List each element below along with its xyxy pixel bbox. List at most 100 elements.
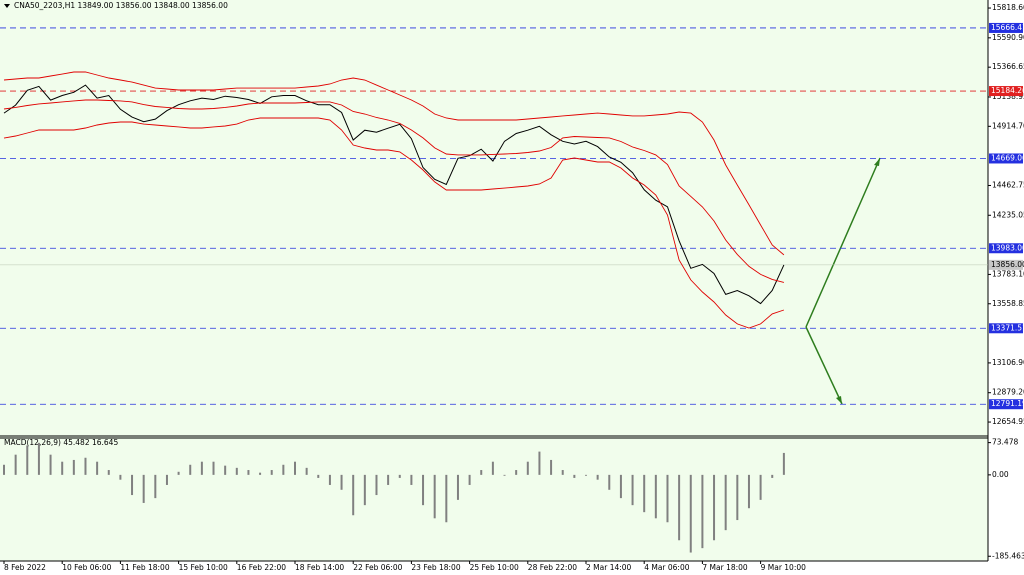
x-tick-label: 18 Feb 14:00 [295, 563, 344, 572]
macd-bar [200, 461, 203, 475]
macd-bar [445, 474, 448, 523]
x-tick-label: 23 Feb 18:00 [411, 563, 460, 572]
macd-bar [491, 461, 494, 475]
level-label: 15184.26 [991, 86, 1024, 95]
y-tick-label: 14235.05 [992, 210, 1024, 219]
macd-bar [503, 474, 506, 476]
arrows [805, 157, 881, 405]
macd-bar [340, 474, 343, 490]
macd-bar [14, 454, 17, 475]
x-tick-label: 25 Feb 10:00 [470, 563, 519, 572]
y-tick-label: -185.463 [992, 551, 1024, 560]
y-tick-label: 12654.95 [992, 417, 1024, 426]
level-label-bg [989, 399, 1023, 410]
macd-bar [165, 474, 168, 485]
macd-bar [468, 474, 471, 485]
y-tick-label: 13106.90 [992, 358, 1024, 367]
series-price [3, 84, 785, 305]
macd-bar [771, 474, 774, 478]
y-tick-label: 73.478 [992, 438, 1018, 447]
level-label: 15666.41 [991, 23, 1024, 32]
macd-bar [654, 474, 657, 519]
y-tick-label: 12879.20 [992, 388, 1024, 397]
macd-bar [747, 474, 750, 509]
macd-bar [643, 474, 646, 513]
macd-bar [235, 467, 238, 475]
arrow-down [805, 326, 843, 405]
macd-bar [189, 464, 192, 475]
macd-bar [26, 445, 29, 475]
arrow-head [874, 158, 880, 166]
x-tick-label: 7 Mar 18:00 [702, 563, 748, 572]
y-tick-label: 15818.60 [992, 3, 1024, 12]
macd-bar [375, 474, 378, 496]
macd-bar [515, 470, 518, 475]
macd-bar [363, 474, 366, 506]
macd-bar [142, 474, 145, 503]
menu-icon[interactable] [4, 4, 10, 8]
x-tick-label: 4 Mar 06:00 [644, 563, 690, 572]
macd-bar [561, 470, 564, 475]
macd-bar [410, 474, 413, 485]
y-tick-label: 13558.85 [992, 299, 1024, 308]
x-tick-label: 8 Feb 2022 [4, 563, 46, 572]
macd-bar [480, 470, 483, 475]
macd-bar [317, 474, 320, 478]
current-price-bg [989, 259, 1023, 270]
macd-bar [631, 474, 634, 506]
x-tick-label: 11 Feb 18:00 [120, 563, 169, 572]
y-tick-label: 14462.75 [992, 180, 1024, 189]
macd-bar [37, 442, 40, 475]
level-label: 13983.00 [991, 243, 1024, 252]
macd-bar [96, 461, 99, 475]
y-tick-label: 0.00 [992, 470, 1009, 479]
x-tick-label: 9 Mar 10:00 [761, 563, 807, 572]
plot-background [0, 0, 988, 561]
macd-bar [713, 474, 716, 541]
level-label-bg [989, 153, 1023, 164]
macd-bar [352, 474, 355, 516]
macd-bar [61, 461, 64, 475]
macd-bar [131, 474, 134, 496]
level-label: 12791.19 [991, 399, 1024, 408]
series-upper [3, 71, 785, 256]
x-tick-label: 10 Feb 06:00 [62, 563, 111, 572]
macd-bar [119, 474, 122, 480]
x-tick-label: 16 Feb 22:00 [237, 563, 286, 572]
macd-bar [294, 461, 296, 475]
level-label-bg [989, 22, 1023, 33]
y-tick-label: 15366.65 [992, 62, 1024, 71]
macd-bar [72, 459, 75, 475]
macd-bar [608, 474, 611, 490]
macd-bar [247, 470, 250, 475]
macd-bar [666, 474, 669, 523]
macd-bar [3, 464, 5, 475]
level-label-bg [989, 323, 1023, 334]
y-tick-label: 13783.10 [992, 269, 1024, 278]
macd-bar [398, 474, 401, 478]
level-label-bg [989, 243, 1023, 254]
macd-bar [573, 474, 576, 478]
x-tick-label: 28 Feb 22:00 [528, 563, 577, 572]
x-tick-label: 2 Mar 14:00 [586, 563, 632, 572]
level-label: 13371.51 [991, 323, 1024, 332]
macd-bar [305, 467, 308, 475]
macd-bar [550, 459, 553, 475]
series-middle [3, 99, 785, 283]
macd-bar [224, 465, 227, 475]
macd-bar [689, 474, 692, 553]
arrow-head [836, 396, 842, 404]
macd-bar [107, 470, 110, 475]
arrow-up [805, 157, 881, 328]
macd-bar [782, 452, 785, 475]
y-tick-label: 14914.70 [992, 121, 1024, 130]
x-tick-label: 15 Feb 10:00 [179, 563, 228, 572]
macd-bar [678, 474, 681, 541]
series-lower [3, 117, 785, 329]
macd-bar [585, 474, 587, 476]
macd-bar [526, 461, 529, 475]
y-tick-label: 15138.95 [992, 92, 1024, 101]
macd-bar [724, 474, 727, 531]
level-label-bg [989, 86, 1023, 97]
